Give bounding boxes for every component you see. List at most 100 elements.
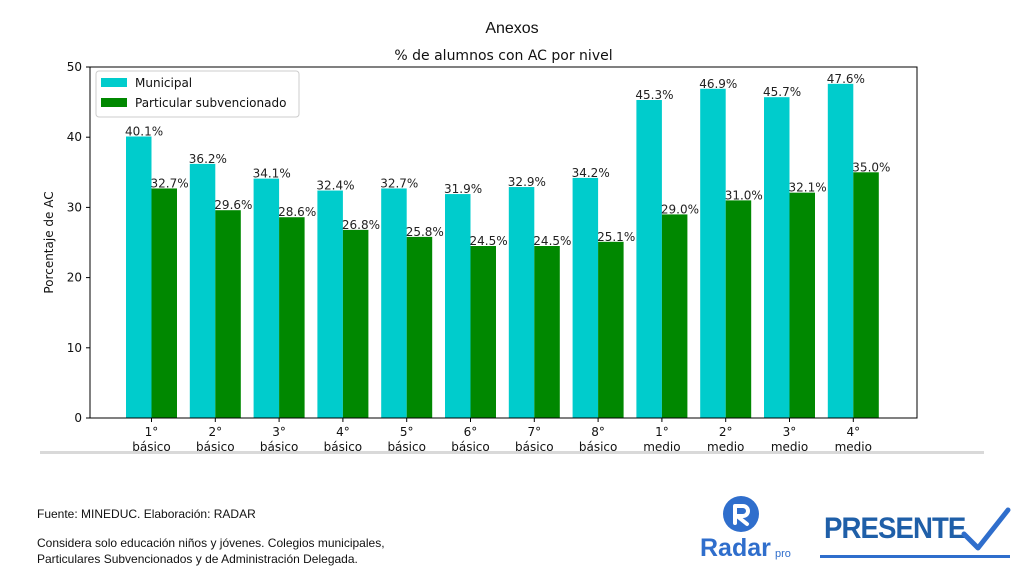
x-tick-label: 3° — [783, 425, 797, 439]
data-label: 25.8% — [406, 225, 444, 239]
x-tick-label: medio — [707, 440, 744, 452]
legend-label: Municipal — [135, 76, 192, 90]
x-tick-label: 2° — [719, 425, 733, 439]
data-label: 34.1% — [253, 167, 291, 181]
bar-particular — [151, 188, 177, 418]
data-label: 36.2% — [189, 152, 227, 166]
data-label: 35.0% — [852, 160, 890, 174]
data-label: 29.0% — [661, 202, 699, 216]
data-label: 32.4% — [316, 179, 354, 193]
bar-particular — [470, 246, 496, 418]
checkmark-icon — [961, 507, 1011, 551]
x-tick-label: 5° — [400, 425, 414, 439]
data-label: 45.7% — [763, 85, 801, 99]
bar-particular — [661, 214, 688, 418]
radar-wordmark: Radar — [700, 534, 771, 562]
y-tick-label: 30 — [67, 200, 82, 214]
x-tick-label: 1° — [655, 425, 669, 439]
bar-municipal — [317, 190, 343, 418]
bar-municipal — [126, 136, 152, 419]
bar-particular — [534, 246, 560, 418]
data-label: 47.6% — [827, 72, 865, 86]
data-label: 31.0% — [725, 188, 763, 202]
x-tick-label: básico — [387, 440, 426, 452]
scope-note-line-2: Particulares Subvencionados y de Adminis… — [37, 552, 358, 566]
data-label: 24.5% — [533, 234, 571, 248]
presente-logo: PRESENTE — [820, 507, 1015, 563]
x-tick-label: básico — [579, 440, 618, 452]
bar-municipal — [700, 88, 726, 419]
data-label: 32.1% — [789, 181, 827, 195]
x-tick-label: 1° — [145, 425, 159, 439]
x-tick-label: básico — [260, 440, 299, 452]
x-tick-label: 8° — [591, 425, 605, 439]
bar-municipal — [636, 99, 662, 418]
x-tick-label: 7° — [527, 425, 541, 439]
data-label: 40.1% — [125, 124, 163, 138]
data-label: 29.6% — [214, 198, 252, 212]
scope-note: Considera solo educación niños y jóvenes… — [37, 535, 457, 567]
data-label: 28.6% — [278, 205, 316, 219]
x-tick-label: 6° — [464, 425, 478, 439]
data-label: 24.5% — [470, 234, 508, 248]
data-label: 32.7% — [380, 176, 418, 190]
x-tick-label: medio — [835, 440, 872, 452]
legend-swatch — [101, 78, 127, 87]
y-tick-label: 0 — [74, 411, 82, 425]
x-tick-label: 2° — [208, 425, 222, 439]
bar-particular — [279, 217, 305, 418]
source-note: Fuente: MINEDUC. Elaboración: RADAR — [37, 507, 256, 521]
x-tick-label: 4° — [846, 425, 860, 439]
y-tick-label: 20 — [67, 271, 82, 285]
data-label: 46.9% — [699, 77, 737, 91]
x-tick-label: 4° — [336, 425, 350, 439]
divider — [40, 451, 984, 454]
bar-municipal — [189, 163, 216, 418]
x-tick-label: básico — [451, 440, 490, 452]
bar-municipal — [445, 194, 471, 418]
legend-box — [95, 70, 300, 118]
bar-particular — [598, 241, 624, 418]
bar-municipal — [764, 97, 790, 418]
bar-municipal — [508, 187, 535, 418]
x-tick-label: medio — [771, 440, 808, 452]
legend-swatch — [101, 98, 127, 107]
x-tick-label: 3° — [272, 425, 286, 439]
bar-municipal — [381, 188, 407, 418]
x-tick-label: básico — [132, 440, 171, 452]
data-label: 25.1% — [597, 230, 635, 244]
bar-particular — [853, 172, 879, 418]
bar-particular — [789, 192, 815, 418]
data-label: 26.8% — [342, 218, 380, 232]
bar-particular — [215, 210, 241, 418]
bar-particular — [406, 236, 433, 418]
bar-municipal — [253, 178, 280, 418]
y-axis-label: Porcentaje de AC — [42, 191, 56, 293]
chart-title: % de alumnos con AC por nivel — [394, 48, 612, 64]
radar-logo: Radar pro — [700, 494, 810, 564]
presente-wordmark: PRESENTE — [824, 512, 966, 545]
bar-municipal — [572, 177, 599, 418]
scope-note-line-1: Considera solo educación niños y jóvenes… — [37, 536, 385, 550]
x-tick-label: medio — [643, 440, 680, 452]
x-tick-label: básico — [196, 440, 235, 452]
radar-pro-label: pro — [775, 548, 791, 560]
presente-underline — [820, 555, 1010, 558]
y-tick-label: 40 — [67, 130, 82, 144]
legend-label: Particular subvencionado — [135, 96, 286, 110]
y-tick-label: 50 — [67, 60, 82, 74]
data-label: 34.2% — [572, 166, 610, 180]
x-tick-label: básico — [515, 440, 554, 452]
y-tick-label: 10 — [67, 341, 82, 355]
data-label: 32.9% — [508, 175, 546, 189]
radar-r-icon — [723, 496, 759, 532]
data-label: 45.3% — [635, 88, 673, 102]
bar-chart: % de alumnos con AC por nivel40.1%36.2%3… — [42, 48, 918, 452]
bar-municipal — [827, 83, 854, 419]
bar-particular — [342, 229, 369, 418]
data-label: 31.9% — [444, 182, 482, 196]
plot-frame — [89, 66, 918, 419]
bar-particular — [725, 200, 752, 418]
data-label: 32.7% — [151, 176, 189, 190]
slide-title: Anexos — [485, 20, 539, 37]
